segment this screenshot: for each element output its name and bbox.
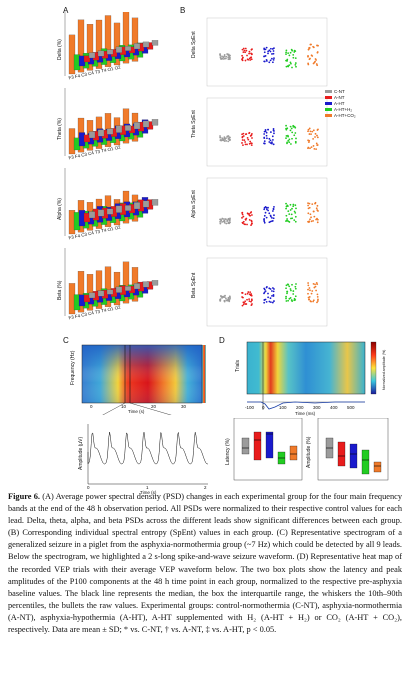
panel-d-xtick-100: 100: [279, 405, 287, 410]
panel-a-charts: [64, 12, 159, 316]
panel-c-ylabel: Frequency (Hz): [70, 350, 76, 385]
legend-aht: A-HT: [334, 100, 345, 106]
panel-a-ylabel-delta: Delta (%): [57, 39, 63, 60]
panel-d-latency-ylabel: Latency (%): [225, 438, 231, 465]
panel-b-ylabel-alpha: Alpha SpEnt: [191, 190, 197, 218]
panel-c-spectrogram: [81, 344, 206, 415]
panel-c-trace-xtick-0: 0: [87, 485, 90, 490]
panel-c-xtick-30: 30: [181, 404, 187, 409]
panel-b-ylabel-delta: Delta SpEnt: [191, 31, 197, 58]
panel-a-ylabel-alpha: Alpha (%): [57, 198, 63, 220]
panel-c-trace-xlabel: Time (s): [140, 490, 157, 495]
panel-d-heat-xlabel: Time (ms): [295, 411, 316, 416]
panel-c-trace-ylabel: Amplitude (µV): [78, 436, 84, 470]
panel-d-xtick-400: 400: [330, 405, 338, 410]
figure-caption: Figure 6. (A) Average power spectral den…: [8, 491, 402, 636]
panel-d-amplitude-ylabel: Amplitude (%): [306, 436, 312, 468]
panel-label-b: B: [180, 6, 186, 15]
panel-d-colorbar-label: Normalized amplitude (%): [382, 349, 386, 390]
panel-b-legend: C-NT A-NT A-HT A-HT+H₂ A-HT+CO₂: [325, 88, 370, 118]
panel-b-ylabel-beta: Beta SpEnt: [191, 272, 197, 298]
panel-c-trace-xtick-2: 2: [204, 485, 207, 490]
panel-d-xtick-300: 300: [313, 405, 321, 410]
panel-a-ylabel-theta: Theta (%): [57, 118, 63, 140]
panel-c-trace: [87, 424, 209, 485]
panel-c-trace-xtick-1: 1: [146, 485, 149, 490]
panel-d-heatmap: [246, 341, 377, 410]
panel-c-xtick-20: 20: [151, 404, 157, 409]
legend-ant: A-NT: [334, 94, 345, 100]
panel-b-dotplots: [206, 17, 328, 327]
panel-c-xtick-0: 0: [90, 404, 93, 409]
panel-d-xtick-m100: -100: [245, 405, 255, 410]
panel-c-xtick-10: 10: [121, 404, 127, 409]
panel-label-c: C: [63, 336, 69, 345]
legend-cnt: C-NT: [334, 88, 345, 94]
panel-b-ylabel-theta: Theta SpEnt: [191, 110, 197, 138]
panel-d-xtick-500: 500: [347, 405, 355, 410]
legend-co2: A-HT+CO₂: [334, 112, 356, 118]
panel-d-boxplots: [233, 418, 389, 481]
panel-c-xlabel: Time (s): [128, 409, 145, 414]
panel-d-xtick-200: 200: [296, 405, 304, 410]
panel-label-a: A: [63, 6, 69, 15]
panel-label-d: D: [219, 336, 225, 345]
panel-d-xtick-0: 0: [262, 405, 265, 410]
caption-label: Figure 6.: [8, 492, 40, 501]
caption-text: (A) Average power spectral density (PSD)…: [8, 492, 402, 635]
panel-a-ylabel-beta: Beta (%): [57, 280, 63, 300]
legend-h2: A-HT+H₂: [334, 106, 353, 112]
panel-d-heat-ylabel: Trials: [235, 359, 241, 372]
